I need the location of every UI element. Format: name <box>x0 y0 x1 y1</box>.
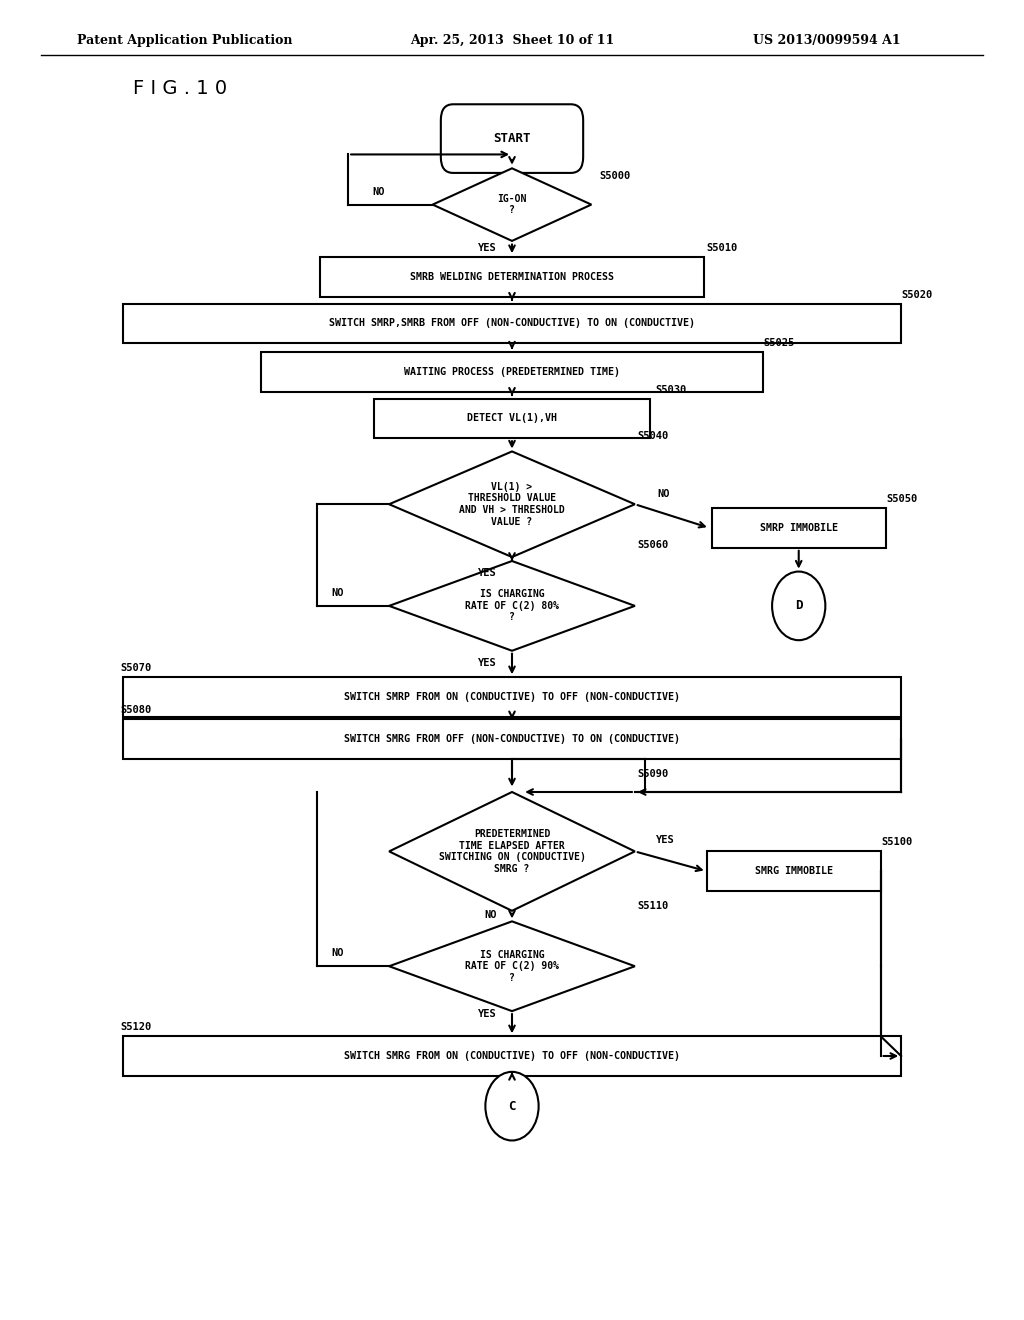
Text: C: C <box>508 1100 516 1113</box>
Text: Patent Application Publication: Patent Application Publication <box>77 34 292 48</box>
Text: S5040: S5040 <box>637 430 669 441</box>
Text: S5060: S5060 <box>637 540 669 550</box>
Text: S5030: S5030 <box>655 384 687 395</box>
Bar <box>123 1036 901 1076</box>
Text: S5025: S5025 <box>763 338 795 348</box>
Bar <box>123 719 901 759</box>
Text: YES: YES <box>478 657 497 668</box>
Circle shape <box>485 1072 539 1140</box>
Text: US 2013/0099594 A1: US 2013/0099594 A1 <box>753 34 900 48</box>
Text: F I G . 1 0: F I G . 1 0 <box>133 79 227 98</box>
Text: PREDETERMINED
TIME ELAPSED AFTER
SWITCHING ON (CONDUCTIVE)
SMRG ?: PREDETERMINED TIME ELAPSED AFTER SWITCHI… <box>438 829 586 874</box>
Text: YES: YES <box>478 1008 497 1019</box>
Text: SWITCH SMRG FROM OFF (NON-CONDUCTIVE) TO ON (CONDUCTIVE): SWITCH SMRG FROM OFF (NON-CONDUCTIVE) TO… <box>344 734 680 744</box>
Text: NO: NO <box>484 909 497 920</box>
Polygon shape <box>389 921 635 1011</box>
Text: S5120: S5120 <box>121 1022 153 1032</box>
Text: NO: NO <box>332 948 344 958</box>
Bar <box>712 508 886 548</box>
Text: NO: NO <box>332 587 344 598</box>
Text: IS CHARGING
RATE OF C(2) 80%
?: IS CHARGING RATE OF C(2) 80% ? <box>465 589 559 623</box>
Text: SMRB WELDING DETERMINATION PROCESS: SMRB WELDING DETERMINATION PROCESS <box>410 272 614 282</box>
Text: S5110: S5110 <box>637 900 669 911</box>
Polygon shape <box>389 561 635 651</box>
Text: S5020: S5020 <box>901 289 933 300</box>
Text: SMRP IMMOBILE: SMRP IMMOBILE <box>760 523 838 533</box>
Polygon shape <box>389 792 635 911</box>
Text: YES: YES <box>478 243 497 253</box>
Text: S5090: S5090 <box>637 768 669 779</box>
Text: S5080: S5080 <box>121 705 153 715</box>
Text: IG-ON
?: IG-ON ? <box>498 194 526 215</box>
Bar <box>123 677 901 717</box>
Text: S5000: S5000 <box>599 170 631 181</box>
Bar <box>707 851 881 891</box>
Bar <box>261 352 763 392</box>
Bar <box>123 304 901 343</box>
Text: SWITCH SMRP,SMRB FROM OFF (NON-CONDUCTIVE) TO ON (CONDUCTIVE): SWITCH SMRP,SMRB FROM OFF (NON-CONDUCTIV… <box>329 318 695 329</box>
Circle shape <box>772 572 825 640</box>
Text: IS CHARGING
RATE OF C(2) 90%
?: IS CHARGING RATE OF C(2) 90% ? <box>465 949 559 983</box>
Text: WAITING PROCESS (PREDETERMINED TIME): WAITING PROCESS (PREDETERMINED TIME) <box>404 367 620 378</box>
Text: YES: YES <box>656 834 675 845</box>
Text: DETECT VL(1),VH: DETECT VL(1),VH <box>467 413 557 424</box>
Text: YES: YES <box>478 568 497 578</box>
FancyBboxPatch shape <box>440 104 584 173</box>
Text: SWITCH SMRP FROM ON (CONDUCTIVE) TO OFF (NON-CONDUCTIVE): SWITCH SMRP FROM ON (CONDUCTIVE) TO OFF … <box>344 692 680 702</box>
Text: NO: NO <box>657 488 670 499</box>
Text: Apr. 25, 2013  Sheet 10 of 11: Apr. 25, 2013 Sheet 10 of 11 <box>410 34 613 48</box>
Text: VL(1) >
THRESHOLD VALUE
AND VH > THRESHOLD
VALUE ?: VL(1) > THRESHOLD VALUE AND VH > THRESHO… <box>459 482 565 527</box>
Bar <box>319 257 705 297</box>
Text: SWITCH SMRG FROM ON (CONDUCTIVE) TO OFF (NON-CONDUCTIVE): SWITCH SMRG FROM ON (CONDUCTIVE) TO OFF … <box>344 1051 680 1061</box>
Text: NO: NO <box>373 186 385 197</box>
Text: SMRG IMMOBILE: SMRG IMMOBILE <box>755 866 833 876</box>
Text: S5050: S5050 <box>887 494 919 504</box>
Polygon shape <box>389 451 635 557</box>
Polygon shape <box>432 169 592 242</box>
Text: START: START <box>494 132 530 145</box>
Text: D: D <box>795 599 803 612</box>
Text: S5010: S5010 <box>707 243 738 253</box>
Text: S5100: S5100 <box>882 837 913 847</box>
Bar <box>374 399 650 438</box>
Text: S5070: S5070 <box>121 663 153 673</box>
